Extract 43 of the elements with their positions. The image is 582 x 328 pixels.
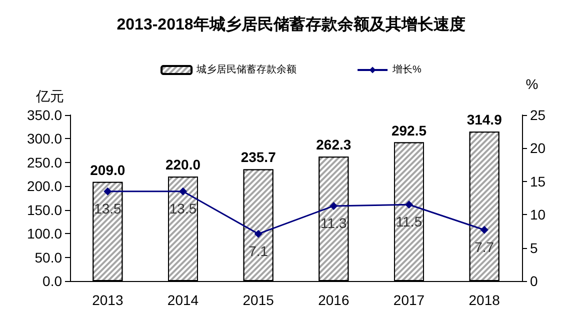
data-label: 11.5 — [396, 214, 422, 230]
point — [104, 187, 112, 196]
legend-label: 增长% — [392, 64, 422, 76]
data-label: 292.5 — [391, 122, 427, 138]
data-label: 209.0 — [90, 162, 126, 178]
data-label: 7.7 — [474, 238, 494, 255]
y-tick-label: 0.0 — [42, 273, 62, 289]
y2-tick-label: 10 — [530, 206, 546, 223]
x-tick-label: 2013 — [92, 292, 124, 308]
y2-tick-label: 5 — [530, 240, 538, 256]
x-tick-label: 2014 — [167, 292, 199, 308]
y2-tick-label: 15 — [530, 173, 546, 190]
point — [480, 226, 488, 234]
data-label: 13.5 — [94, 200, 122, 216]
data-label: 7.1 — [248, 242, 268, 259]
data-label: 314.9 — [466, 112, 502, 128]
y-tick-label: 50.0 — [34, 249, 62, 266]
data-label: 262.3 — [316, 136, 352, 153]
point — [254, 230, 262, 238]
y-tick-label: 300.0 — [26, 130, 62, 147]
data-label: 220.0 — [165, 156, 201, 173]
y-tick-label: 350.0 — [26, 107, 62, 123]
legend-label: 城乡居民储蓄存款余额 — [196, 64, 297, 76]
data-label: 235.7 — [240, 149, 276, 166]
y2-tick-label: 25 — [530, 107, 546, 123]
y-axis-title: 亿元 — [35, 88, 64, 104]
y2-axis-title: % — [526, 76, 538, 92]
data-label: 11.3 — [320, 214, 347, 231]
y2-tick-label: 20 — [530, 140, 546, 156]
point — [179, 187, 187, 196]
data-label: 13.5 — [169, 200, 197, 216]
point — [405, 200, 413, 209]
x-tick-label: 2018 — [468, 292, 500, 308]
x-tick-label: 2016 — [318, 292, 350, 308]
y-tick-label: 250.0 — [26, 154, 62, 170]
y-tick-label: 150.0 — [26, 202, 62, 218]
y-tick-label: 200.0 — [26, 178, 62, 194]
x-tick-label: 2017 — [393, 292, 425, 308]
point — [330, 202, 338, 210]
y-tick-label: 100.0 — [26, 226, 62, 242]
y2-tick-label: 0 — [530, 273, 538, 289]
x-tick-label: 2015 — [242, 292, 274, 308]
chart-title: 2013-2018年城乡居民储蓄存款余额及其增长速度 — [116, 14, 466, 34]
